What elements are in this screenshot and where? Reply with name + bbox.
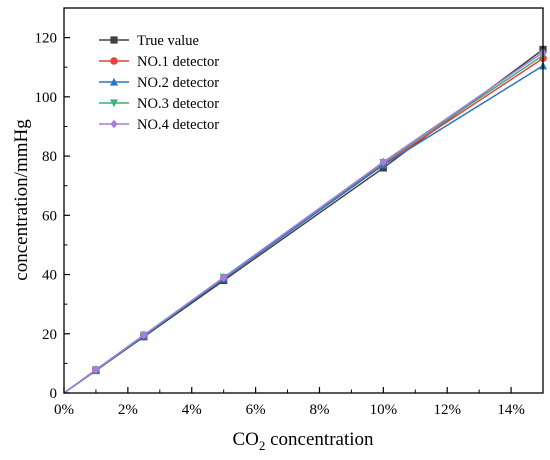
x-tick-label: 10% xyxy=(370,402,398,418)
legend-item: NO.2 detector xyxy=(99,75,219,91)
x-axis-label-main: CO xyxy=(232,429,258,450)
series-point xyxy=(379,157,387,167)
plot-frame xyxy=(63,7,544,394)
ticks: 0% 2% 4% 6% 8% 10% 12% 14% 0 20 40 60 80 100 120 xyxy=(35,31,525,418)
y-tick-label: 40 xyxy=(42,268,57,284)
legend-label: True value xyxy=(137,33,199,49)
legend-label: NO.4 detector xyxy=(137,117,219,133)
plot-lines xyxy=(63,45,547,394)
x-tick-label: 6% xyxy=(246,402,266,418)
x-tick-label: 2% xyxy=(118,402,138,418)
legend-marker xyxy=(110,36,118,44)
series-line xyxy=(63,51,544,394)
y-tick-label: 80 xyxy=(42,149,57,165)
legend-label: NO.1 detector xyxy=(137,54,219,70)
legend-marker xyxy=(110,99,118,108)
legend-marker xyxy=(110,77,118,86)
x-tick-label: 12% xyxy=(433,402,461,418)
series-point xyxy=(140,330,148,340)
legend: True value NO.1 detector NO.2 detector NO.3… xyxy=(99,33,219,133)
legend-marker xyxy=(110,119,118,129)
legend-item: NO.1 detector xyxy=(99,54,219,70)
y-tick-label: 60 xyxy=(42,208,57,224)
legend-item: NO.4 detector xyxy=(99,117,219,133)
y-axis-label: concentration/mmHg xyxy=(11,119,32,281)
series-5 xyxy=(63,48,547,394)
x-tick-label: 4% xyxy=(182,402,202,418)
y-tick-label: 120 xyxy=(35,31,58,47)
x-tick-label: 14% xyxy=(497,402,525,418)
x-axis-label-subscript: 2 xyxy=(259,438,266,453)
y-tick-label: 0 xyxy=(50,386,58,402)
x-axis-label-rest: concentration xyxy=(265,429,374,450)
x-axis-label: CO2 concentration xyxy=(232,429,374,453)
legend-item: True value xyxy=(99,33,199,49)
x-tick-label: 0% xyxy=(54,402,74,418)
y-tick-label: 100 xyxy=(35,90,58,106)
legend-label: NO.2 detector xyxy=(137,75,219,91)
legend-marker xyxy=(110,57,118,65)
series-line xyxy=(63,65,544,394)
x-tick-label: 8% xyxy=(309,402,329,418)
series-point xyxy=(220,273,228,282)
legend-label: NO.3 detector xyxy=(137,96,219,112)
series-point xyxy=(92,365,100,375)
y-tick-label: 20 xyxy=(42,327,57,343)
legend-item: NO.3 detector xyxy=(99,96,219,112)
